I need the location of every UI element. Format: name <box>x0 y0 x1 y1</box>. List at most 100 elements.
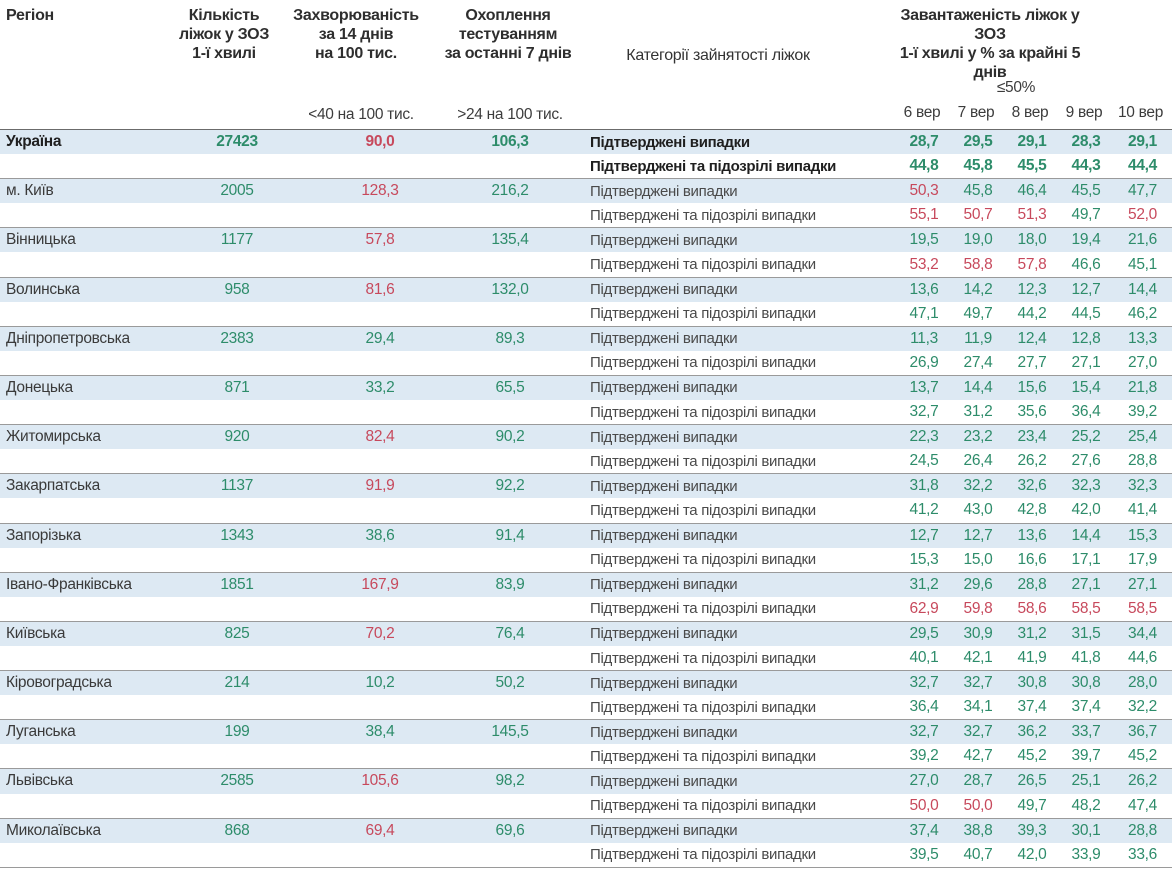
occupancy-value: 42,8 <box>1017 501 1047 519</box>
occupancy-value: 38,8 <box>963 821 993 839</box>
occupancy-value: 33,9 <box>1071 845 1101 863</box>
row-confirmed-suspected: Підтверджені та підозрілі випадки 50,0 50,… <box>0 794 1172 818</box>
occupancy-value: 36,4 <box>909 698 939 716</box>
category-label-confirmed-suspected: Підтверджені та підозрілі випадки <box>590 698 816 716</box>
occupancy-value: 53,2 <box>909 255 939 273</box>
occupancy-value: 31,2 <box>909 575 939 593</box>
incidence-value: 105,6 <box>361 772 399 790</box>
occupancy-value: 41,2 <box>909 501 939 519</box>
occupancy-value: 52,0 <box>1128 206 1157 224</box>
region-block: Житомирська 920 82,4 90,2 Підтверджені випад… <box>0 424 1172 473</box>
occupancy-value: 48,2 <box>1071 796 1101 814</box>
occupancy-value: 42,1 <box>963 649 993 667</box>
occupancy-value: 32,7 <box>909 674 939 692</box>
col-header-beds: Кількість ліжок у ЗОЗ 1-ї хвилі <box>178 7 270 62</box>
row-confirmed: Вінницька 1177 57,8 135,4 Підтверджені випад… <box>0 228 1172 253</box>
row-confirmed: Івано-Франківська 1851 167,9 83,9 Підтвердже… <box>0 572 1172 597</box>
occupancy-value: 27,0 <box>1128 353 1157 371</box>
region-block: Запорізька 1343 38,6 91,4 Підтверджені випад… <box>0 522 1172 572</box>
occupancy-value: 26,5 <box>1017 772 1047 790</box>
occupancy-value: 46,6 <box>1071 255 1101 273</box>
region-block: Вінницька 1177 57,8 135,4 Підтверджені випад… <box>0 227 1172 276</box>
occupancy-value: 30,9 <box>963 624 993 642</box>
incidence-value: 167,9 <box>361 575 399 593</box>
row-confirmed: Житомирська 920 82,4 90,2 Підтверджені випад… <box>0 425 1172 450</box>
occupancy-value: 15,4 <box>1071 378 1101 396</box>
occupancy-value: 26,9 <box>909 353 939 371</box>
col-header-categories: Категорії зайнятості ліжок <box>626 47 810 64</box>
testing-value: 83,9 <box>495 575 525 593</box>
occupancy-value: 13,6 <box>909 280 939 298</box>
beds-value: 920 <box>224 428 250 446</box>
occupancy-value: 28,0 <box>1128 674 1157 692</box>
date-label: 8 вер <box>1011 104 1049 121</box>
testing-value: 132,0 <box>491 280 529 298</box>
beds-value: 27423 <box>216 133 258 151</box>
category-label-confirmed: Підтверджені випадки <box>590 822 738 840</box>
region-block: Україна 27423 90,0 106,3 Підтверджені випадк… <box>0 129 1172 178</box>
incidence-value: 70,2 <box>365 624 395 642</box>
occupancy-value: 18,0 <box>1017 231 1047 249</box>
occupancy-value: 17,9 <box>1128 550 1157 568</box>
occupancy-value: 27,1 <box>1128 575 1157 593</box>
row-confirmed-suspected: Підтверджені та підозрілі випадки 55,1 50,… <box>0 203 1172 227</box>
row-confirmed-suspected: Підтверджені та підозрілі випадки 53,2 58,… <box>0 252 1172 276</box>
region-block: Волинська 958 81,6 132,0 Підтверджені випадк… <box>0 276 1172 326</box>
occupancy-threshold-label: ≤50% <box>996 79 1036 96</box>
region-block: Миколаївська 868 69,4 69,6 Підтверджені випа… <box>0 817 1172 867</box>
occupancy-value: 13,6 <box>1017 526 1047 544</box>
region-name: Івано-Франківська <box>6 575 132 593</box>
row-confirmed: Кіровоградська 214 10,2 50,2 Підтверджені ви… <box>0 671 1172 696</box>
row-confirmed: Донецька 871 33,2 65,5 Підтверджені випадки 1… <box>0 375 1172 401</box>
category-label-confirmed: Підтверджені випадки <box>590 723 738 741</box>
occupancy-value: 22,3 <box>909 428 939 446</box>
row-confirmed: м. Київ 2005 128,3 216,2 Підтверджені випадк… <box>0 179 1172 204</box>
row-confirmed: Закарпатська 1137 91,9 92,2 Підтверджені вип… <box>0 474 1172 499</box>
occupancy-value: 11,3 <box>910 329 938 347</box>
category-label-confirmed: Підтверджені випадки <box>590 281 738 299</box>
occupancy-value: 39,5 <box>909 845 939 863</box>
beds-value: 868 <box>224 821 250 839</box>
region-name: Кіровоградська <box>6 674 112 692</box>
incidence-value: 10,2 <box>365 674 395 692</box>
beds-value: 199 <box>224 723 250 741</box>
occupancy-value: 47,4 <box>1128 796 1157 814</box>
occupancy-value: 58,8 <box>963 255 993 273</box>
region-block: м. Київ 2005 128,3 216,2 Підтверджені випадк… <box>0 178 1172 227</box>
occupancy-value: 28,7 <box>909 133 939 151</box>
date-label: 10 вер <box>1117 104 1164 121</box>
occupancy-value: 36,4 <box>1071 403 1101 421</box>
occupancy-value: 28,7 <box>963 772 993 790</box>
occupancy-value: 37,4 <box>909 821 939 839</box>
table-body: Україна 27423 90,0 106,3 Підтверджені випадк… <box>0 129 1172 868</box>
incidence-value: 33,2 <box>365 378 395 396</box>
occupancy-value: 36,7 <box>1128 723 1157 741</box>
region-block: Луганська 199 38,4 145,5 Підтверджені випадк… <box>0 719 1172 768</box>
row-confirmed-suspected: Підтверджені та підозрілі випадки 26,9 27,… <box>0 351 1172 375</box>
occupancy-value: 19,0 <box>963 231 993 249</box>
incidence-value: 91,9 <box>365 477 395 495</box>
occupancy-value: 47,1 <box>909 304 939 322</box>
row-confirmed-suspected: Підтверджені та підозрілі випадки 44,8 45,… <box>0 154 1172 178</box>
region-name: Львівська <box>6 772 73 790</box>
row-confirmed-suspected: Підтверджені та підозрілі випадки 41,2 43,… <box>0 498 1172 522</box>
occupancy-value: 32,7 <box>963 674 993 692</box>
occupancy-value: 31,5 <box>1071 624 1101 642</box>
incidence-value: 38,4 <box>365 723 395 741</box>
row-confirmed-suspected: Підтверджені та підозрілі випадки 40,1 42,… <box>0 646 1172 670</box>
incidence-value: 29,4 <box>365 329 395 347</box>
date-header-row: 6 вер 7 вер 8 вер 9 вер 10 вер <box>895 104 1170 122</box>
date-label: 9 вер <box>1065 104 1103 121</box>
occupancy-value: 14,2 <box>963 280 993 298</box>
occupancy-value: 42,7 <box>963 747 993 765</box>
testing-value: 145,5 <box>491 723 529 741</box>
incidence-value: 69,4 <box>365 821 395 839</box>
occupancy-value: 29,5 <box>909 624 939 642</box>
row-confirmed: Миколаївська 868 69,4 69,6 Підтверджені випа… <box>0 818 1172 843</box>
row-confirmed: Запорізька 1343 38,6 91,4 Підтверджені випад… <box>0 523 1172 548</box>
occupancy-value: 32,7 <box>909 723 939 741</box>
region-name: Дніпропетровська <box>6 329 130 347</box>
category-label-confirmed-suspected: Підтверджені та підозрілі випадки <box>590 403 816 421</box>
occupancy-value: 33,6 <box>1128 845 1157 863</box>
incidence-value: 81,6 <box>365 280 395 298</box>
